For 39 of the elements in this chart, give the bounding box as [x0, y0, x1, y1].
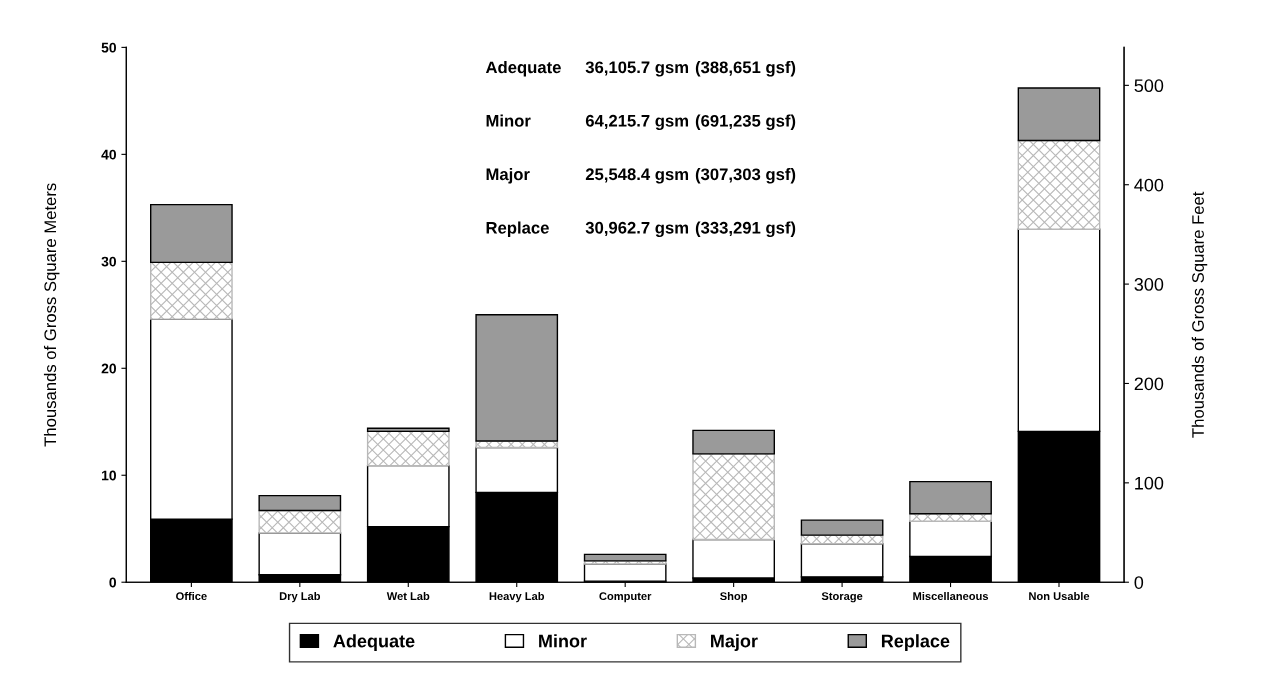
- legend-label: Minor: [539, 634, 587, 648]
- annotation: 36,105.7 gsm: [585, 61, 689, 77]
- y2-axis-title: Thousands of Gross Square Feet: [1191, 191, 1208, 438]
- annotation: (691,235 gsf): [695, 114, 796, 131]
- x-tick-label: Storage: [821, 592, 863, 603]
- legend-label: Adequate: [333, 634, 415, 651]
- legend-label: Replace: [881, 634, 950, 651]
- x-tick-label: Computer: [599, 592, 652, 603]
- x-tick-label: Shop: [720, 591, 748, 603]
- x-tick-label: Heavy Lab: [489, 591, 545, 603]
- x-tick-label: Office: [176, 591, 207, 601]
- x-tick-label: Miscellaneous: [913, 591, 989, 601]
- y2-tick-label: 500: [1134, 79, 1164, 93]
- x-tick-label: Dry Lab: [279, 591, 321, 603]
- y-tick-label: 0: [109, 577, 117, 588]
- annotation: Replace: [486, 221, 549, 237]
- y-axis-title: Thousands of Gross Square Meters: [43, 183, 60, 447]
- y2-tick-label: 100: [1135, 476, 1164, 490]
- annotation: 30,962.7 gsm: [585, 221, 689, 237]
- y-tick-label: 20: [101, 363, 117, 374]
- annotation: (307,303 gsf): [695, 167, 796, 184]
- y2-tick-label: 300: [1134, 278, 1164, 291]
- y2-tick-label: 0: [1134, 576, 1144, 589]
- y-tick-label: 10: [102, 470, 117, 481]
- y2-tick-label: 200: [1134, 377, 1164, 391]
- annotation: 25,548.4 gsm: [585, 168, 689, 184]
- y-tick-label: 50: [101, 42, 117, 53]
- x-tick-label: Wet Lab: [386, 591, 430, 601]
- legend-label: Major: [711, 634, 758, 651]
- annotation: Adequate: [485, 61, 561, 77]
- annotation: (388,651 gsf): [695, 60, 796, 77]
- annotation: Minor: [486, 114, 531, 127]
- x-tick-label: Non Usable: [1029, 591, 1090, 601]
- annotation: (333,291 gsf): [695, 221, 796, 238]
- y-tick-label: 30: [101, 256, 117, 267]
- annotation: 64,215.7 gsm: [585, 114, 689, 131]
- annotation: Major: [486, 167, 530, 184]
- y-tick-label: 40: [101, 149, 117, 160]
- y2-tick-label: 400: [1134, 178, 1164, 192]
